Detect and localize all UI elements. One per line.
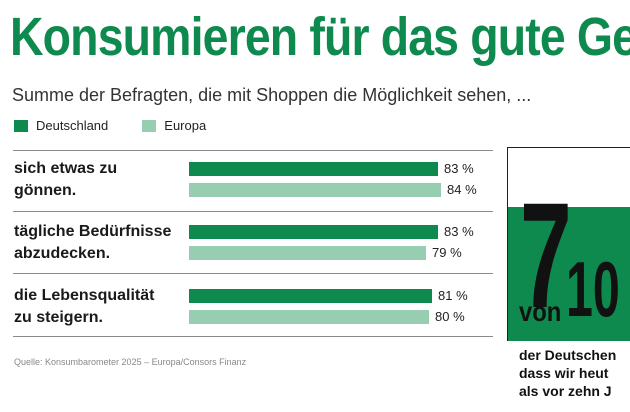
divider — [13, 336, 493, 337]
value-label-europa-2: 79 % — [432, 245, 462, 260]
side-panel-number: 7 — [520, 171, 572, 339]
chart-subtitle: Summe der Befragten, die mit Shoppen die… — [12, 85, 532, 105]
divider — [13, 150, 493, 151]
legend-label-europa: Europa — [164, 118, 207, 133]
bar-europa-2 — [189, 246, 426, 260]
side-panel-von: von — [519, 296, 562, 327]
category-label-3: die Lebensqualität zu steigern. — [14, 287, 155, 326]
bar-europa-3 — [189, 310, 429, 324]
side-panel-total: 10 — [566, 245, 620, 333]
legend-swatch-europa — [142, 119, 157, 132]
side-panel-highlight — [508, 207, 630, 341]
value-label-europa-3: 80 % — [435, 309, 465, 324]
category-label-1: sich etwas zu gönnen. — [14, 160, 118, 199]
legend-label-deutschland: Deutschland — [36, 118, 109, 133]
category-label-2: tägliche Bedürfnisse abzudecken. — [14, 223, 172, 262]
side-panel-frame — [507, 147, 630, 341]
source-note: Quelle: Konsumbarometer 2025 – Europa/Co… — [14, 357, 247, 367]
value-label-deutschland-2: 83 % — [444, 224, 474, 239]
bar-europa-1 — [189, 183, 441, 197]
legend: Deutschland Europa — [14, 118, 206, 133]
bar-deutschland-2 — [189, 225, 438, 239]
divider — [13, 273, 493, 274]
legend-swatch-deutschland — [14, 119, 28, 132]
chart-title: Konsumieren für das gute Gef — [10, 7, 630, 67]
side-panel-text: der Deutschen dass wir heut als vor zehn… — [519, 347, 617, 399]
value-label-deutschland-1: 83 % — [444, 161, 474, 176]
divider — [13, 211, 493, 212]
bar-deutschland-3 — [189, 289, 432, 303]
bar-deutschland-1 — [189, 162, 438, 176]
value-label-europa-1: 84 % — [447, 182, 477, 197]
value-label-deutschland-3: 81 % — [438, 288, 468, 303]
